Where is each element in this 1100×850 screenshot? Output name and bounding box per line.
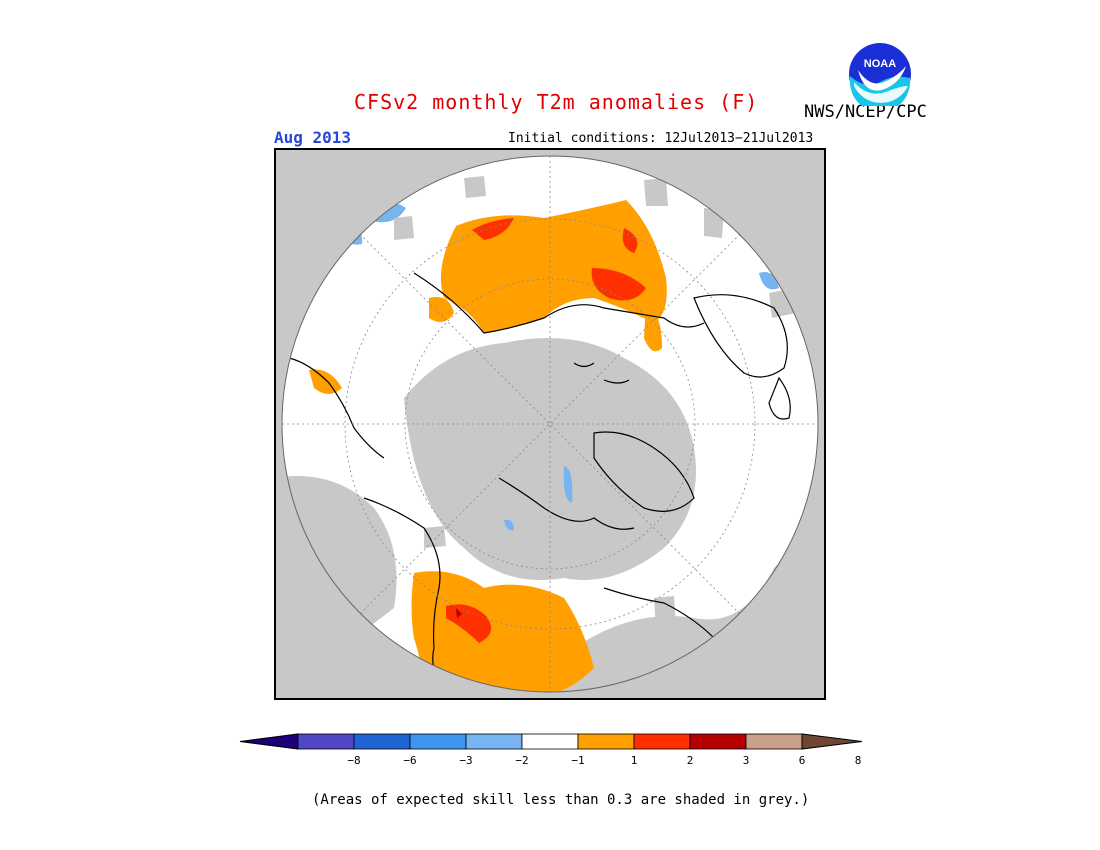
noaa-logo: NOAA: [849, 43, 911, 106]
colorbar-arrow-high: [801, 733, 863, 750]
arctic-ocean: [404, 338, 696, 580]
colorbar-swatch: [633, 733, 691, 750]
map-frame: [274, 148, 826, 700]
agency-label: NWS/NCEP/CPC: [804, 102, 927, 122]
colorbar-swatches: [239, 733, 863, 750]
colorbar-ticks: −8 −6 −3 −2 −1 1 2 3 6 8: [347, 754, 861, 767]
colorbar-swatch: [521, 733, 579, 750]
polar-map: [274, 148, 826, 700]
skill-footnote: (Areas of expected skill less than 0.3 a…: [312, 792, 810, 808]
polar-disc-edge: [281, 155, 819, 693]
kamchatka-warm-anomaly: [309, 369, 342, 394]
colorbar-swatch: [689, 733, 747, 750]
chart-title: CFSv2 monthly T2m anomalies (F): [354, 90, 759, 114]
colorbar-tick-label: 2: [687, 754, 694, 767]
colorbar-arrow-low: [239, 733, 299, 750]
colorbar-swatch: [577, 733, 635, 750]
colorbar-tick-label: 1: [631, 754, 638, 767]
initial-conditions-label: Initial conditions: 12Jul2013−21Jul2013: [508, 131, 814, 146]
colorbar-tick-label: −3: [459, 754, 472, 767]
forecast-month: Aug 2013: [274, 128, 352, 147]
colorbar-tick-label: −8: [347, 754, 360, 767]
north-america-warm-anomaly: [411, 571, 594, 692]
colorbar: −8 −6 −3 −2 −1 1 2 3 6 8: [239, 733, 863, 767]
colorbar-swatch: [465, 733, 523, 750]
colorbar-tick-label: −1: [571, 754, 584, 767]
colorbar-swatch: [409, 733, 467, 750]
colorbar-tick-label: 8: [855, 754, 862, 767]
colorbar-tick-label: −2: [515, 754, 528, 767]
colorbar-swatch: [297, 733, 355, 750]
logo-text: NOAA: [864, 58, 896, 70]
colorbar-tick-label: 3: [743, 754, 750, 767]
graticule: [282, 156, 818, 692]
colorbar-swatch: [353, 733, 411, 750]
colorbar-tick-label: −6: [403, 754, 416, 767]
colorbar-swatch: [745, 733, 803, 750]
coastlines: [288, 272, 791, 692]
colorbar-tick-label: 6: [799, 754, 806, 767]
